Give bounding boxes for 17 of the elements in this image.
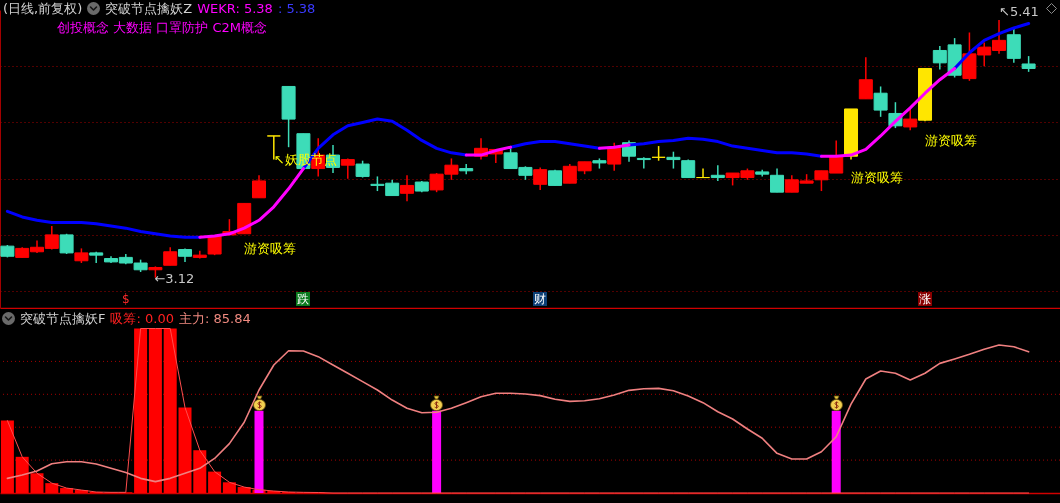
text: 主力: 85.84 — [178, 311, 251, 326]
chart-subtitle: 突破节点擒妖Z — [105, 1, 193, 16]
annotation: : 5.38 — [277, 1, 316, 16]
annotation: 涨 — [918, 292, 933, 306]
text: 吸筹: 0.00 — [110, 311, 174, 326]
annotation: 财 — [533, 292, 548, 306]
annotation: 跌 — [296, 292, 311, 306]
annotation: ↖5.41 — [999, 4, 1039, 19]
annotation: ←3.12 — [154, 271, 195, 286]
chart-title: (日线,前复权) — [3, 1, 83, 16]
chart-title: 突破节点擒妖F — [20, 311, 106, 326]
annotation: 创投概念 大数据 口罩防护 C2M概念 — [57, 20, 267, 35]
annotation: WEKR: 5.38 — [197, 1, 273, 16]
annotation: $ — [121, 292, 131, 306]
annotation: 游资吸筹 — [925, 133, 978, 148]
annotation: 游资吸筹 — [851, 170, 904, 185]
annotation: 游资吸筹 — [244, 241, 297, 256]
